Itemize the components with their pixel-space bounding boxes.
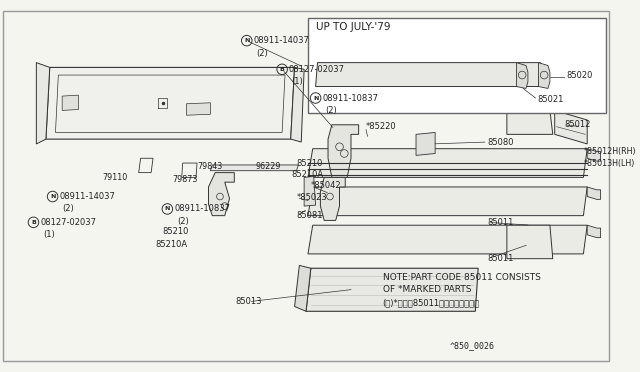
Polygon shape — [308, 149, 588, 177]
Polygon shape — [588, 149, 600, 161]
Text: 85080: 85080 — [488, 138, 515, 147]
Text: (注)*印は、85011の構成部品です。: (注)*印は、85011の構成部品です。 — [383, 299, 479, 308]
Text: UP TO JULY-'79: UP TO JULY-'79 — [316, 22, 390, 32]
Text: 08127-02037: 08127-02037 — [40, 218, 96, 227]
Polygon shape — [538, 62, 550, 89]
Polygon shape — [555, 110, 588, 144]
Text: 79110: 79110 — [102, 173, 127, 182]
Polygon shape — [308, 225, 588, 254]
Polygon shape — [308, 187, 588, 216]
Text: *85023: *85023 — [296, 193, 327, 202]
Text: (2): (2) — [177, 217, 189, 226]
Text: B: B — [280, 67, 285, 72]
Polygon shape — [62, 95, 79, 110]
Text: N: N — [50, 194, 55, 199]
Text: OF *MARKED PARTS: OF *MARKED PARTS — [383, 285, 471, 295]
Text: B: B — [31, 220, 36, 225]
Text: 08911-10837: 08911-10837 — [174, 205, 230, 214]
Text: NOTE:PART CODE 85011 CONSISTS: NOTE:PART CODE 85011 CONSISTS — [383, 273, 540, 282]
Text: N: N — [244, 38, 250, 43]
Text: 85210: 85210 — [296, 158, 323, 167]
Polygon shape — [507, 225, 553, 259]
Text: 85081: 85081 — [296, 211, 323, 220]
Polygon shape — [46, 67, 294, 139]
Polygon shape — [36, 62, 50, 144]
Polygon shape — [291, 67, 304, 142]
Text: 85210A: 85210A — [155, 240, 187, 249]
Text: (2): (2) — [256, 49, 268, 58]
Text: 08911-14037: 08911-14037 — [253, 36, 309, 45]
Text: 08127-02037: 08127-02037 — [289, 65, 345, 74]
Polygon shape — [328, 125, 358, 177]
Text: (2): (2) — [62, 205, 74, 214]
Polygon shape — [209, 173, 234, 216]
Text: 96229: 96229 — [255, 162, 280, 171]
Polygon shape — [321, 177, 345, 221]
Text: 79873: 79873 — [172, 175, 197, 184]
Polygon shape — [304, 176, 316, 206]
Text: 85020: 85020 — [566, 71, 593, 80]
Polygon shape — [588, 187, 600, 199]
Text: 79843: 79843 — [198, 162, 223, 171]
Text: 08911-10837: 08911-10837 — [323, 93, 378, 103]
Polygon shape — [588, 225, 600, 238]
Text: (2): (2) — [325, 106, 337, 115]
Text: *85220: *85220 — [365, 122, 396, 131]
Polygon shape — [516, 62, 528, 89]
Polygon shape — [416, 132, 435, 155]
Text: *85013H(LH): *85013H(LH) — [584, 158, 635, 167]
Bar — [308, 18, 606, 113]
Polygon shape — [186, 103, 211, 115]
Polygon shape — [211, 165, 298, 171]
Polygon shape — [316, 62, 540, 87]
Polygon shape — [306, 268, 478, 311]
Text: 85012: 85012 — [564, 120, 591, 129]
Text: *85042: *85042 — [311, 182, 342, 190]
Text: N: N — [164, 206, 170, 211]
Polygon shape — [294, 265, 311, 311]
Polygon shape — [507, 110, 553, 134]
Text: ^850_0026: ^850_0026 — [449, 341, 495, 350]
Text: 85011: 85011 — [488, 218, 514, 227]
Text: 85011: 85011 — [488, 254, 514, 263]
Text: *85012H(RH): *85012H(RH) — [584, 147, 636, 156]
Text: 85021: 85021 — [538, 96, 564, 105]
Text: 85013: 85013 — [236, 297, 262, 306]
Text: 85210A: 85210A — [292, 170, 324, 179]
Text: N: N — [313, 96, 318, 100]
Text: 08911-14037: 08911-14037 — [60, 192, 115, 201]
Text: 85210: 85210 — [163, 227, 189, 236]
Text: (1): (1) — [43, 230, 55, 239]
Text: (1): (1) — [292, 77, 303, 86]
